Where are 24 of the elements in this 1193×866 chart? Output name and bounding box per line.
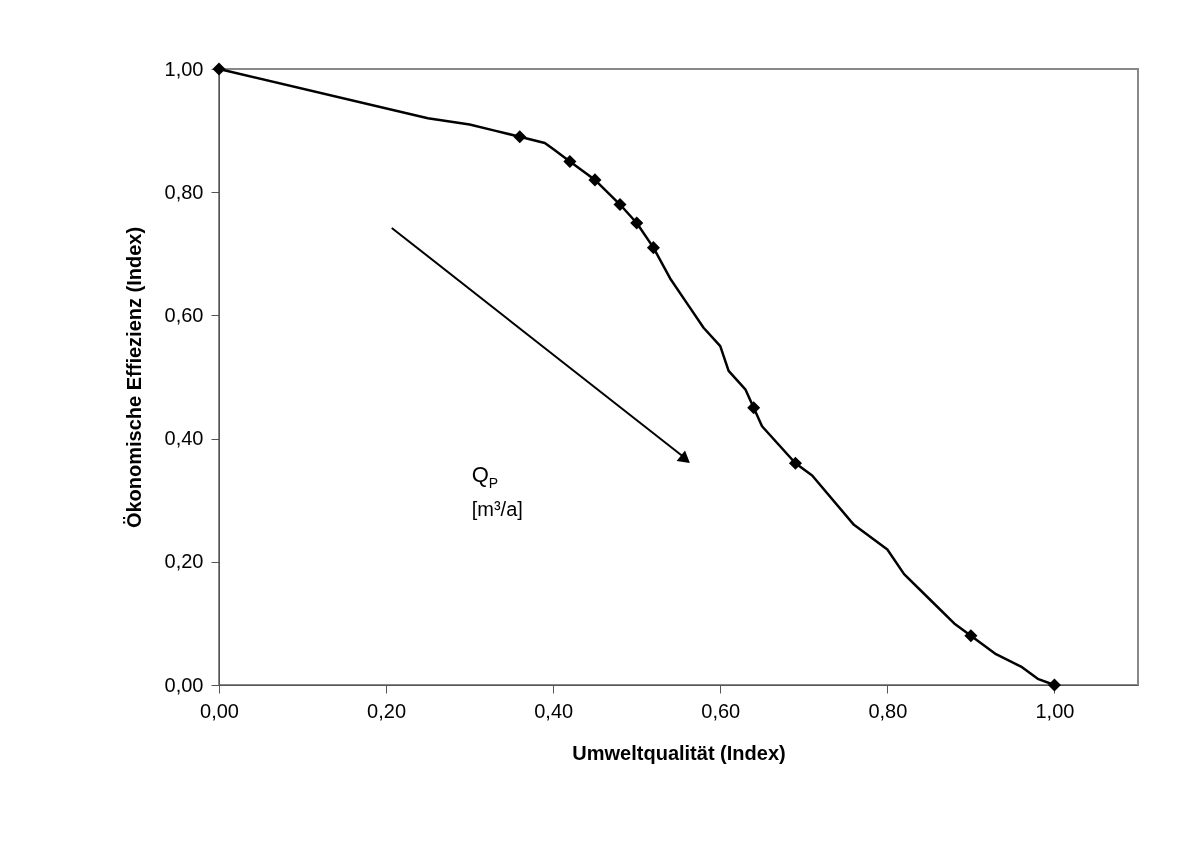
point xyxy=(588,173,602,187)
y-axis-title: Ökonomische Effiezienz (Index) xyxy=(122,226,145,529)
y-tick-label: 0,20 xyxy=(164,550,204,573)
y-tick-label: 1,00 xyxy=(164,57,204,80)
y-tick-label: 0,60 xyxy=(164,303,204,326)
x-tick-label: 1,00 xyxy=(1035,699,1075,722)
point xyxy=(613,198,627,212)
x-tick-label: 0,00 xyxy=(200,699,239,722)
point xyxy=(646,241,660,255)
point xyxy=(747,401,761,415)
point xyxy=(563,154,577,168)
x-tick-label: 0,40 xyxy=(534,699,574,722)
x-tick-label: 0,80 xyxy=(868,699,908,722)
point xyxy=(513,130,527,144)
x-tick-label: 0,60 xyxy=(701,699,741,722)
y-tick-label: 0,00 xyxy=(164,673,204,696)
point xyxy=(1047,678,1061,692)
point xyxy=(964,629,978,643)
point xyxy=(630,216,644,230)
x-tick-label: 0,20 xyxy=(367,699,407,722)
x-axis-title: Umweltqualität (Index) xyxy=(572,741,786,764)
point xyxy=(788,456,802,470)
y-tick-label: 0,80 xyxy=(164,180,204,203)
y-tick-label: 0,40 xyxy=(164,427,204,450)
